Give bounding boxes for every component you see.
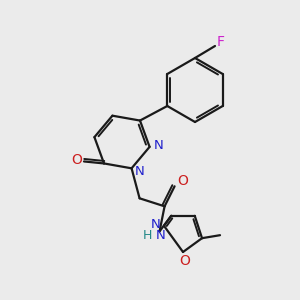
Text: O: O (177, 174, 188, 188)
Text: N: N (156, 229, 166, 242)
Text: O: O (72, 153, 83, 167)
Text: N: N (151, 218, 161, 231)
Text: H: H (143, 229, 152, 242)
Text: F: F (217, 35, 225, 49)
Text: N: N (154, 140, 164, 152)
Text: N: N (135, 165, 145, 178)
Text: O: O (180, 254, 190, 268)
